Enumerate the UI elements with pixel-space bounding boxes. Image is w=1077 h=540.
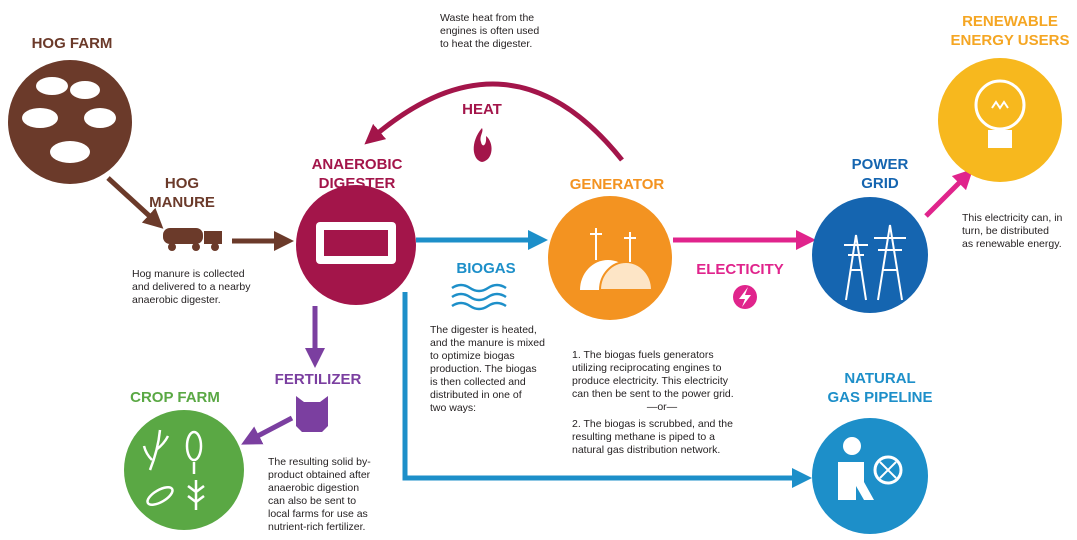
node-description: can then be sent to the power grid. xyxy=(572,388,734,400)
node-label: HOG xyxy=(165,175,199,192)
node-label: BIOGAS xyxy=(456,260,515,277)
node-description: —or— xyxy=(647,401,678,413)
node-label: FERTILIZER xyxy=(275,371,362,388)
node-description: and delivered to a nearby xyxy=(132,281,251,293)
crop-farm-icon xyxy=(124,410,244,530)
node-label: ENERGY USERS xyxy=(951,32,1070,49)
truck-icon xyxy=(163,228,222,251)
node-label: CROP FARM xyxy=(130,389,220,406)
node-description: and the manure is mixed xyxy=(430,337,545,349)
lightning-icon xyxy=(733,285,757,309)
node-description: Hog manure is collected xyxy=(132,268,245,280)
texts: HOG FARM HOG MANURE Hog manure is collected… xyxy=(32,12,1070,533)
node-label: GRID xyxy=(861,175,899,192)
node-description: local farms for use as xyxy=(268,508,368,520)
node-description: turn, be distributed xyxy=(962,225,1049,237)
node-description: 2. The biogas is scrubbed, and the xyxy=(572,418,733,430)
node-description: resulting methane is piped to a xyxy=(572,431,715,443)
node-label: HEAT xyxy=(462,101,502,118)
node-description: engines is often used xyxy=(440,25,539,37)
node-description: 1. The biogas fuels generators xyxy=(572,349,714,361)
node-label: MANURE xyxy=(149,194,215,211)
arrow xyxy=(106,176,164,229)
node-description: anaerobic digester. xyxy=(132,294,221,306)
arrow xyxy=(402,292,812,488)
generator-icon xyxy=(548,196,672,320)
arrows xyxy=(106,81,974,488)
flame-icon xyxy=(473,128,492,162)
node-description: to optimize biogas xyxy=(430,350,515,362)
node-label: ELECTICITY xyxy=(696,261,784,278)
node-description: produce electricity. This electricity xyxy=(572,375,729,387)
node-label: NATURAL xyxy=(844,370,915,387)
node-description: production. The biogas xyxy=(430,363,537,375)
waves-icon xyxy=(451,283,507,311)
node-label: HOG FARM xyxy=(32,35,113,52)
node-label: ANAEROBIC xyxy=(312,156,403,173)
node-label: RENEWABLE xyxy=(962,13,1058,30)
node-description: product obtained after xyxy=(268,469,371,481)
arrow xyxy=(241,415,294,445)
pipeline-icon xyxy=(812,418,928,534)
node-description: distributed in one of xyxy=(430,389,522,401)
node-description: is then collected and xyxy=(430,376,526,388)
digester-icon xyxy=(296,185,416,305)
power-grid-icon xyxy=(812,197,928,313)
node-description: Waste heat from the xyxy=(440,12,534,24)
node-description: can also be sent to xyxy=(268,495,356,507)
node-description: as renewable energy. xyxy=(962,238,1062,250)
node-description: utilizing reciprocating engines to xyxy=(572,362,722,374)
node-label: GAS PIPELINE xyxy=(827,389,932,406)
node-description: two ways: xyxy=(430,402,476,414)
bag-icon xyxy=(296,396,328,432)
node-description: The resulting solid by- xyxy=(268,456,371,468)
node-description: This electricity can, in xyxy=(962,212,1063,224)
node-description: The digester is heated, xyxy=(430,324,537,336)
arrow xyxy=(924,168,974,218)
node-description: to heat the digester. xyxy=(440,38,532,50)
node-description: natural gas distribution network. xyxy=(572,444,720,456)
node-description: nutrient-rich fertilizer. xyxy=(268,521,365,533)
hog-farm-icon xyxy=(8,60,132,184)
node-label: POWER xyxy=(852,156,909,173)
bulb-icon xyxy=(938,58,1062,182)
node-description: anaerobic digestion xyxy=(268,482,359,494)
node-label: GENERATOR xyxy=(570,176,665,193)
node-label: DIGESTER xyxy=(319,175,396,192)
arrow xyxy=(364,81,624,162)
